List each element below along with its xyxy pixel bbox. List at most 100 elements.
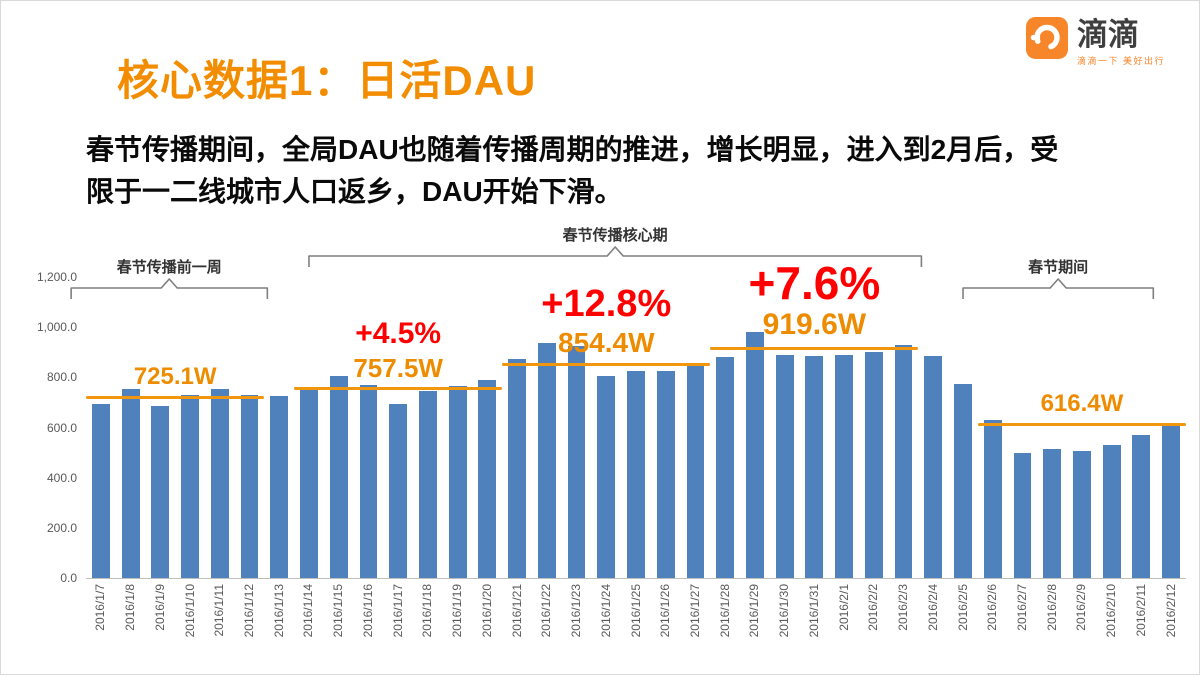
x-axis-label: 2016/1/13 [271, 584, 286, 638]
average-line [710, 346, 919, 350]
bar [91, 403, 110, 578]
brand-name: 滴滴 [1076, 17, 1139, 52]
average-line [977, 422, 1186, 426]
x-axis-label: 2016/2/2 [866, 584, 881, 631]
x-axis-label: 2016/1/21 [509, 584, 524, 638]
bar [835, 354, 854, 578]
bar [1013, 452, 1032, 578]
bar [270, 396, 289, 578]
average-line [502, 363, 711, 367]
bar [329, 376, 348, 578]
bar [567, 345, 586, 578]
x-axis-label: 2016/1/7 [93, 584, 108, 631]
bar [1102, 445, 1121, 578]
bar [924, 356, 943, 578]
bar [1073, 451, 1091, 578]
bar [508, 358, 526, 578]
x-axis-label: 2016/1/14 [301, 584, 316, 638]
x-axis-label: 2016/2/6 [985, 584, 1000, 631]
summary-line-2: 限于一二线城市人口返乡，DAU开始下滑。 [86, 176, 623, 207]
x-axis-label: 2016/1/27 [687, 584, 702, 638]
x-axis-label: 2016/1/31 [806, 584, 821, 638]
bar [240, 394, 259, 578]
brand-tagline: 滴滴一下 美好出行 [1076, 55, 1165, 66]
bar [300, 388, 318, 578]
growth-pct-label: +12.8% [541, 282, 672, 325]
x-axis-label: 2016/1/18 [420, 584, 435, 638]
bar [864, 352, 883, 578]
x-axis-label: 2016/1/9 [152, 584, 167, 631]
bar [716, 357, 735, 578]
x-axis-label: 2016/1/8 [123, 584, 138, 631]
phase-label: 春节传播核心期 [562, 227, 668, 244]
x-axis-label: 2016/1/23 [569, 584, 584, 638]
bar [537, 343, 556, 578]
x-axis-label: 2016/2/10 [1104, 584, 1119, 638]
x-axis-label: 2016/2/4 [925, 584, 940, 631]
x-axis-label: 2016/1/19 [450, 584, 465, 638]
page-title: 核心数据1：日活DAU [117, 57, 537, 104]
x-axis-label: 2016/1/10 [182, 584, 197, 638]
y-axis-tick: 1,200.0 [36, 270, 77, 284]
x-axis-label: 2016/2/5 [955, 584, 970, 631]
x-axis-label: 2016/2/11 [1133, 584, 1148, 637]
y-axis-tick: 600.0 [46, 420, 77, 435]
x-axis-label: 2016/1/12 [242, 584, 256, 638]
average-value-label: 757.5W [353, 352, 443, 383]
bar [210, 388, 229, 578]
bar [686, 364, 705, 578]
x-axis-label: 2016/1/29 [747, 584, 762, 638]
x-axis-label: 2016/1/15 [331, 584, 346, 638]
bar [448, 386, 467, 578]
x-axis-label: 2016/1/24 [598, 584, 613, 638]
bar [181, 394, 199, 578]
bar [746, 332, 764, 578]
summary-line-1: 春节传播期间，全局DAU也随着传播周期的推进，增长明显，进入到2月后，受 [86, 134, 1059, 165]
bar [1132, 435, 1151, 578]
average-line [86, 395, 265, 399]
average-value-label: 725.1W [133, 363, 217, 391]
bar [775, 354, 794, 578]
bar [597, 376, 616, 578]
bar [359, 384, 378, 578]
bar [1043, 448, 1062, 578]
x-axis-label: 2016/1/22 [539, 584, 554, 638]
phase-label: 春节传播前一周 [116, 259, 222, 276]
x-axis-label: 2016/1/25 [628, 584, 643, 638]
x-axis-label: 2016/1/17 [390, 584, 405, 638]
didi-logo: 滴滴 滴滴一下 美好出行 [1025, 17, 1165, 67]
bar [627, 371, 645, 578]
average-value-label: 919.6W [762, 308, 867, 342]
y-axis-tick: 800.0 [46, 370, 77, 385]
x-axis-label: 2016/2/7 [1014, 584, 1029, 631]
bar [894, 344, 913, 578]
average-line [294, 387, 503, 391]
bar [478, 379, 497, 578]
average-value-label: 616.4W [1040, 390, 1124, 418]
x-axis-label: 2016/2/8 [1044, 584, 1059, 631]
growth-pct-label: +7.6% [748, 257, 881, 310]
y-axis-tick: 200.0 [46, 520, 77, 535]
y-axis-tick: 0.0 [60, 571, 77, 585]
bar [656, 371, 675, 578]
bar [1162, 423, 1181, 578]
average-value-label: 854.4W [558, 326, 655, 358]
x-axis-label: 2016/1/26 [658, 584, 673, 638]
x-axis-label: 2016/1/20 [479, 584, 494, 638]
bar [983, 419, 1002, 578]
bar [151, 406, 170, 578]
x-axis-label: 2016/2/9 [1074, 584, 1089, 631]
x-axis-label: 2016/2/12 [1163, 584, 1178, 638]
didi-logo-icon [1025, 17, 1068, 59]
y-axis-tick: 1,000.0 [36, 320, 77, 335]
plot-area [86, 278, 1186, 579]
x-axis-label: 2016/1/11 [212, 584, 227, 637]
x-axis-label: 2016/1/16 [360, 584, 375, 638]
x-axis-labels: 2016/1/7 2016/1/8 2016/1/9 2016/1/10 2016/1/… [86, 584, 1186, 674]
growth-pct-label: +4.5% [355, 316, 442, 350]
y-axis-tick: 400.0 [46, 470, 77, 485]
didi-logo-text: 滴滴 滴滴一下 美好出行 [1077, 17, 1165, 67]
x-axis-label: 2016/2/1 [836, 584, 851, 631]
